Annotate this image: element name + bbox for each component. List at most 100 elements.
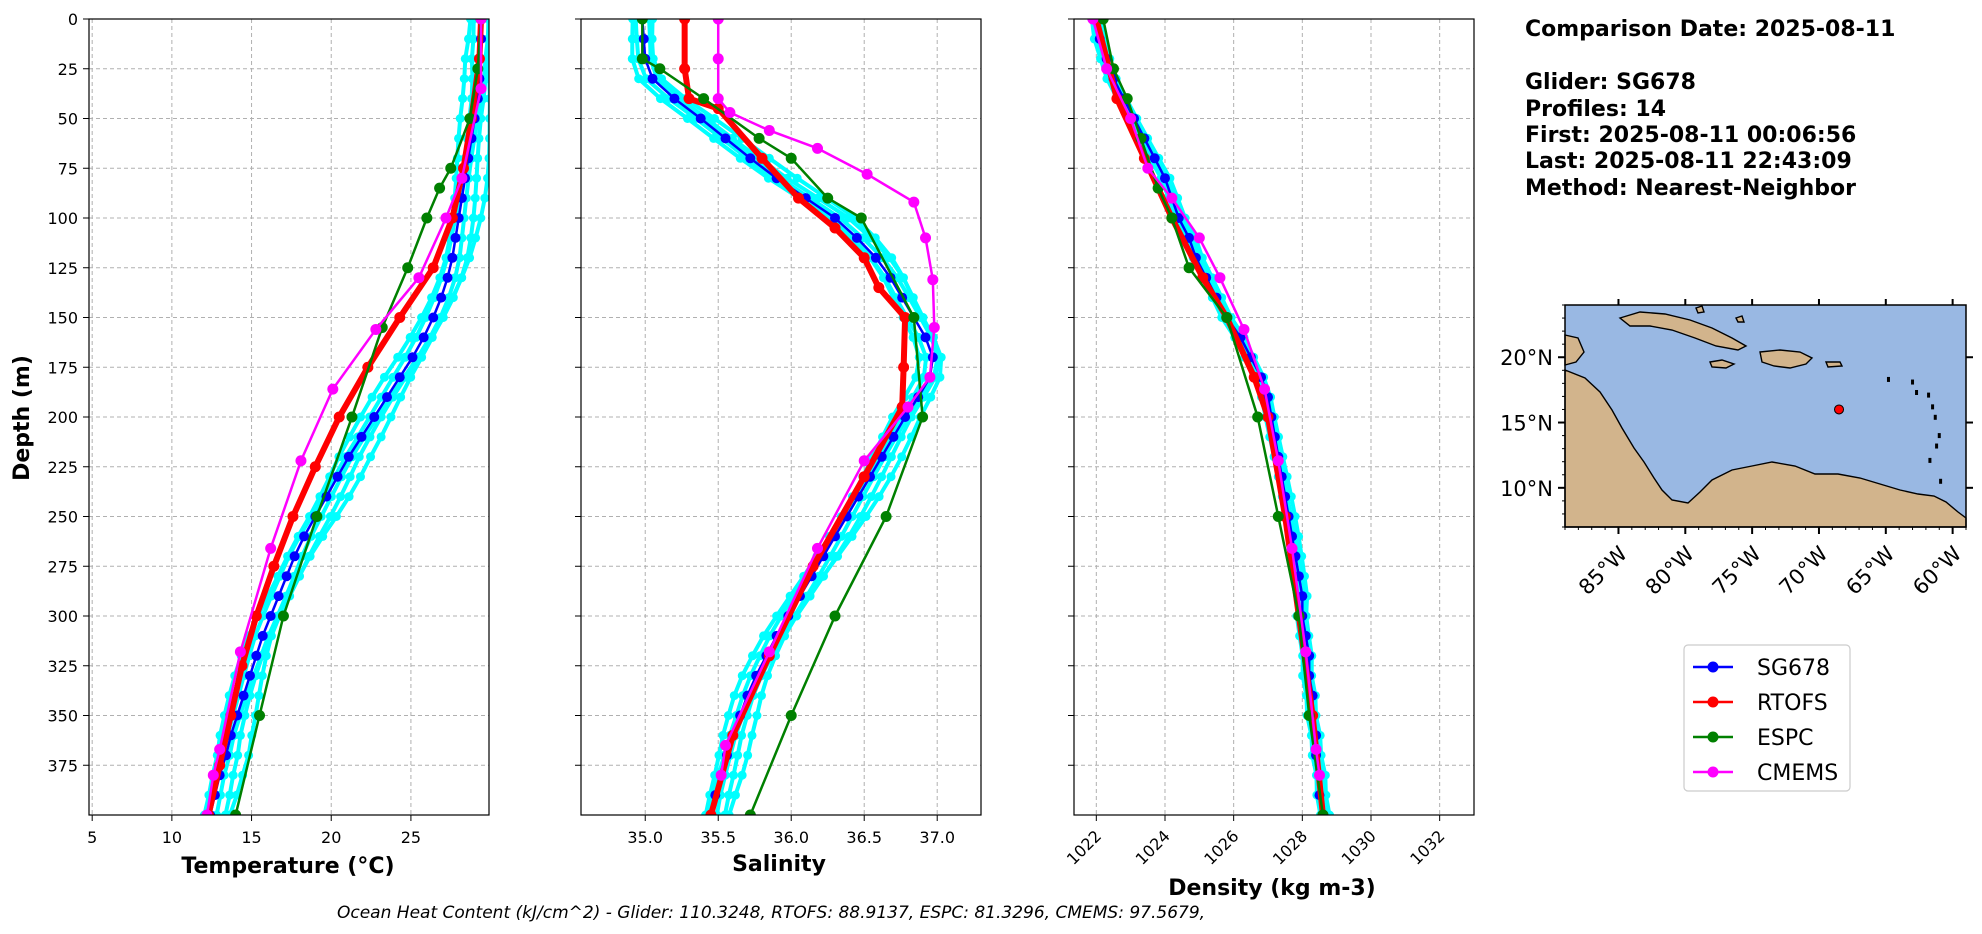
glider-name: Glider: SG678: [1525, 70, 1696, 95]
series-line-cmems: [1091, 19, 1321, 776]
series-point-rtofs: [705, 809, 717, 815]
series-point-cmems: [1087, 19, 1099, 25]
x-tick-label: 1032: [1406, 826, 1448, 868]
glider-profile-point: [887, 253, 897, 263]
glider-profile-point: [647, 34, 657, 44]
series-point-espc: [1272, 511, 1284, 522]
glider-profile-point: [730, 790, 740, 800]
series-point-espc: [917, 411, 929, 423]
y-tick-label: 125: [47, 259, 78, 278]
series-point-espc: [1097, 19, 1109, 25]
glider-profile-point: [759, 631, 769, 641]
island: [1886, 376, 1890, 382]
series-point-sg678: [343, 451, 354, 462]
glider-profile-point: [752, 711, 762, 720]
series-point-cmems: [1310, 743, 1322, 755]
series-point-espc: [880, 511, 892, 522]
glider-profile-point: [406, 372, 416, 382]
glider-profile-point: [886, 452, 896, 462]
glider-profile-point: [345, 472, 355, 482]
salinity-xlabel: Salinity: [732, 852, 826, 877]
glider-profile-point: [634, 74, 644, 84]
glider-profile-point: [877, 472, 887, 482]
series-point-cmems: [1300, 646, 1312, 658]
glider-profile-point: [470, 193, 480, 203]
island: [1928, 457, 1932, 463]
series-point-cmems: [763, 646, 775, 658]
glider-profile-point: [791, 611, 801, 621]
glider-profile-point: [908, 293, 918, 303]
series-point-sg678: [244, 670, 255, 681]
series-point-espc: [744, 809, 756, 815]
series-point-espc: [654, 63, 666, 75]
series-point-cmems: [724, 107, 736, 119]
method: Method: Nearest-Neighbor: [1525, 176, 1856, 201]
glider-profile-point: [729, 770, 739, 780]
series-point-sg678: [418, 332, 429, 343]
y-tick-label: 100: [47, 209, 78, 228]
series-point-sg678: [830, 213, 841, 223]
series-point-rtofs: [309, 461, 321, 473]
glider-profile-point: [480, 193, 489, 203]
glider-profile-point: [455, 253, 465, 263]
glider-profile-point: [356, 412, 366, 422]
glider-profile-point: [485, 94, 489, 104]
series-point-cmems: [1125, 113, 1137, 124]
map-land: [1564, 305, 1967, 528]
map-lat-label: 10°N: [1500, 477, 1553, 501]
glider-profile-point: [438, 313, 448, 322]
y-tick-label: 0: [68, 10, 78, 29]
series-point-espc: [753, 132, 765, 144]
series-point-rtofs: [394, 312, 406, 323]
legend-box: [1683, 644, 1851, 792]
glider-profile-point: [485, 34, 489, 44]
series-point-sg678: [442, 272, 453, 283]
profile-count: Profiles: 14: [1525, 97, 1666, 122]
series-point-sg678: [720, 133, 731, 144]
series-point-cmems: [712, 93, 724, 105]
series-point-espc: [254, 710, 266, 721]
glider-profile-point: [709, 114, 719, 123]
y-tick-label: 350: [47, 707, 78, 726]
series-point-cmems: [763, 124, 775, 136]
glider-profile-point: [450, 273, 460, 283]
series-point-cmems: [1272, 455, 1284, 467]
glider-profile-point: [266, 591, 276, 601]
glider-profile-point: [724, 790, 734, 800]
series-point-espc: [785, 152, 797, 164]
glider-profile-point: [847, 531, 857, 541]
map-lon-label: 70°W: [1775, 541, 1833, 599]
series-point-rtofs: [679, 63, 691, 75]
series-point-cmems: [440, 212, 452, 224]
series-point-cmems: [413, 272, 425, 284]
temperature-panel: 0 25 50 75 100 125 150 175 200 225 250 275 300 325 350…: [47, 10, 490, 847]
series-point-espc: [636, 53, 648, 65]
x-tick-label: 1024: [1132, 826, 1174, 868]
x-tick-label: 15: [241, 828, 261, 847]
glider-profile-point: [465, 253, 475, 263]
legend-marker: [1707, 766, 1719, 778]
series-point-rtofs: [858, 471, 870, 483]
glider-profile-point: [483, 54, 489, 64]
glider-profile-point: [825, 551, 835, 561]
series-point-cmems: [1286, 542, 1298, 554]
series-point-cmems: [370, 323, 382, 335]
glider-profile-point: [400, 352, 410, 362]
glider-profile-point: [261, 651, 271, 661]
legend-marker: [1707, 696, 1719, 708]
series-point-sg678: [265, 611, 276, 621]
series-point-sg678: [369, 412, 380, 422]
glider-profile-point: [737, 770, 747, 780]
glider-profile-point: [254, 691, 264, 701]
series-point-rtofs: [250, 610, 262, 622]
series-point-cmems: [811, 142, 823, 154]
series-point-cmems: [712, 53, 724, 65]
glider-profile-point: [747, 651, 757, 661]
series-point-sg678: [299, 531, 310, 542]
series-point-cmems: [475, 19, 487, 25]
series-point-cmems: [861, 168, 873, 180]
glider-profile-point: [861, 512, 871, 521]
series-point-sg678: [1159, 173, 1170, 184]
x-tick-label: 35.5: [700, 828, 736, 847]
